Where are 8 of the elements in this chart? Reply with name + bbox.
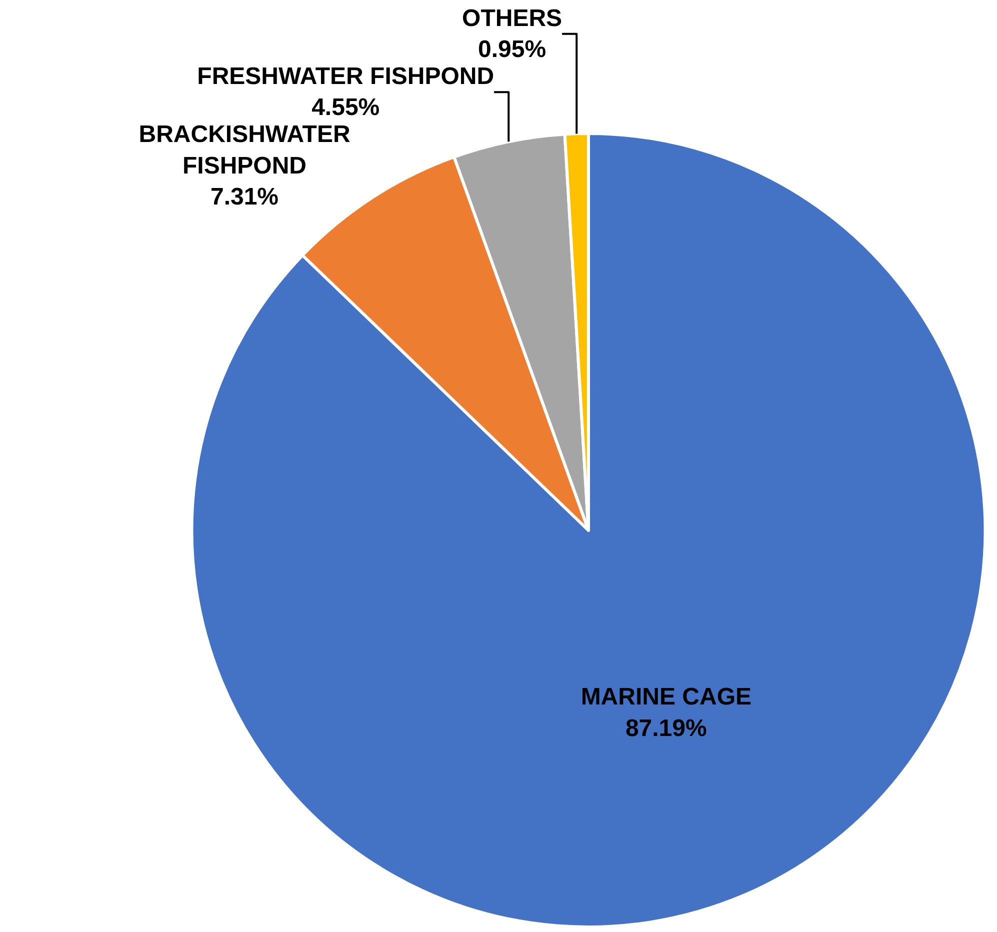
data-label: 0.95% (478, 36, 546, 64)
data-label: 7.31% (210, 184, 279, 211)
slice-label: BRACKISHWATER FISHPOND (138, 121, 350, 180)
slice-label: MARINE CAGE (580, 684, 752, 711)
slice-label: OTHERS (462, 4, 562, 32)
data-label: 87.19% (625, 714, 707, 742)
data-label: 4.55% (312, 94, 380, 122)
slice-label: FRESHWATER FISHPOND (197, 63, 494, 90)
